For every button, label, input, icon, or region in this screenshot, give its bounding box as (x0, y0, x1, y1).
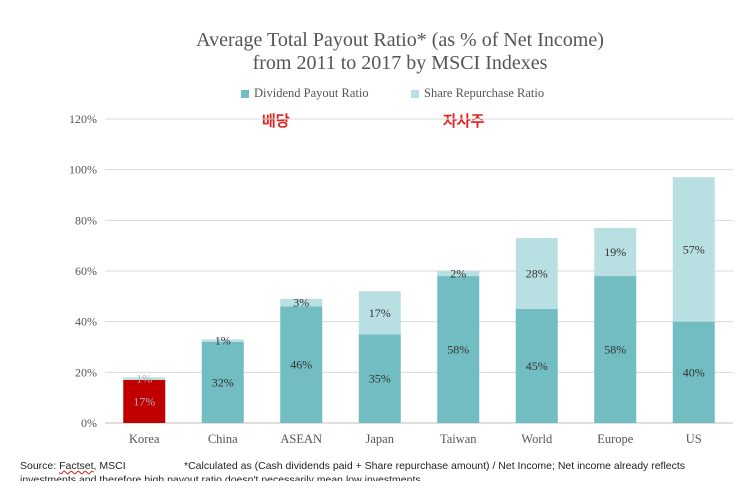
bar-taiwan-repurchase (437, 271, 480, 277)
x-tick-label-china: China (208, 432, 238, 446)
annotation-dividend-korean: 배당 (262, 112, 290, 130)
y-tick-label: 100% (69, 163, 97, 177)
gridlines (105, 118, 733, 424)
bar-label-korea-repurchase: 1% (136, 372, 152, 386)
bar-label-world-repurchase: 28% (526, 267, 548, 281)
bar-label-taiwan-dividend: 58% (447, 343, 469, 357)
source-text: Source: Factset, MSCI (20, 459, 126, 473)
bar-world-dividend (515, 309, 558, 423)
footnote-line2: investments and therefore high payout ra… (20, 474, 421, 481)
source-link: Factset (59, 460, 94, 472)
legend-item-repurchase: Share Repurchase Ratio (411, 86, 544, 101)
bar-world-repurchase (515, 238, 558, 309)
bar-japan-repurchase (358, 291, 401, 335)
bars (123, 177, 715, 423)
bar-label-taiwan-repurchase: 2% (450, 267, 466, 281)
bar-asean-repurchase (280, 298, 323, 307)
bar-label-europe-repurchase: 19% (604, 245, 626, 259)
source-prefix: Source: (20, 460, 60, 472)
legend-swatch-repurchase (411, 89, 419, 98)
bar-us-repurchase (672, 177, 715, 322)
x-tick-label-asean: ASEAN (280, 432, 322, 446)
legend-item-dividend: Dividend Payout Ratio (241, 86, 369, 101)
chart-legend: Dividend Payout Ratio Share Repurchase R… (0, 86, 743, 104)
bar-label-korea-dividend: 17% (133, 394, 155, 408)
x-tick-label-europe: Europe (597, 432, 634, 446)
y-tick-label: 20% (75, 365, 97, 379)
y-tick-label: 40% (75, 315, 97, 329)
y-tick-label: 120% (69, 112, 97, 126)
x-axis: Korea China ASEAN Japan Taiwan World Europe US (129, 432, 702, 446)
x-tick-label-korea: Korea (129, 432, 160, 446)
bar-korea-dividend (123, 379, 166, 423)
y-tick-label: 0% (81, 416, 97, 430)
bar-china-dividend (201, 341, 244, 423)
bar-label-asean-dividend: 46% (290, 358, 312, 372)
bar-asean-dividend (280, 306, 323, 423)
chart-title-line2: from 2011 to 2017 by MSCI Indexes (252, 52, 548, 74)
x-tick-label-taiwan: Taiwan (440, 432, 477, 446)
bar-europe-dividend (594, 276, 637, 423)
bar-taiwan-dividend (437, 276, 480, 423)
legend-label-repurchase: Share Repurchase Ratio (424, 86, 545, 100)
bar-label-world-dividend: 45% (526, 359, 548, 373)
bar-label-asean-repurchase: 3% (293, 296, 309, 310)
bar-label-us-repurchase: 57% (683, 242, 705, 256)
x-tick-label-us: US (686, 432, 702, 446)
footnote: *Calculated as (Cash dividends paid + Sh… (184, 460, 686, 472)
bar-us-dividend (672, 321, 715, 423)
bar-label-europe-dividend: 58% (604, 343, 626, 357)
y-tick-label: 80% (75, 213, 97, 227)
chart-title-line1: Average Total Payout Ratio* (as % of Net… (196, 29, 604, 51)
bar-japan-dividend (358, 334, 401, 423)
bar-china-repurchase (201, 339, 244, 342)
y-axis: 0% 20% 40% 60% 80% 100% 120% (69, 112, 97, 430)
source-suffix: , MSCI (93, 460, 126, 472)
bar-label-china-repurchase: 1% (215, 334, 231, 348)
chart-title: Average Total Payout Ratio* (as % of Net… (0, 29, 743, 75)
bar-korea-repurchase (123, 377, 166, 380)
chart-plot: 0% 20% 40% 60% 80% 100% 120% 17% 1% 32% 1% 46% 3% 35… (69, 112, 733, 446)
bar-label-japan-repurchase: 17% (369, 306, 391, 320)
annotation-buyback-korean: 자사주 (443, 112, 485, 130)
legend-swatch-dividend (241, 89, 249, 98)
bar-labels: 17% 1% 32% 1% 46% 3% 35% 17% 58% 2% 45% 28% 58% 19% 40… (133, 242, 705, 408)
x-tick-label-world: World (521, 432, 553, 446)
bar-label-china-dividend: 32% (212, 375, 234, 389)
x-tick-label-japan: Japan (366, 432, 395, 446)
y-tick-label: 60% (75, 264, 97, 278)
bar-europe-repurchase (594, 227, 637, 277)
bar-label-us-dividend: 40% (683, 365, 705, 379)
bar-label-japan-dividend: 35% (369, 372, 391, 386)
legend-label-dividend: Dividend Payout Ratio (254, 86, 369, 100)
